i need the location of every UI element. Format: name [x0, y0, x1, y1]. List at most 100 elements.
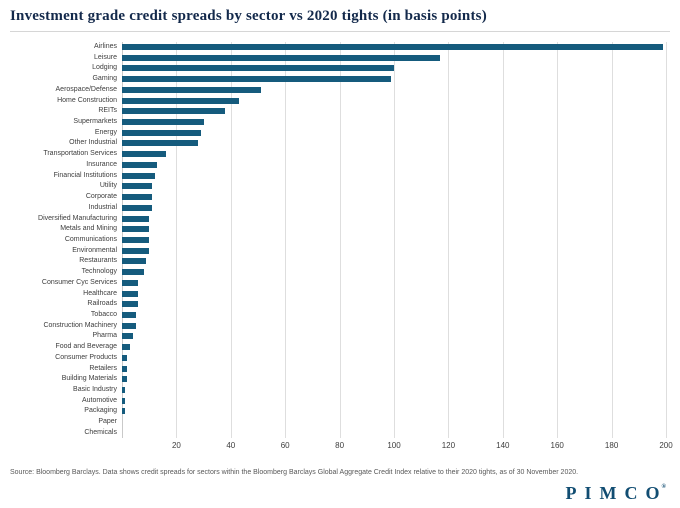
bar — [122, 183, 152, 190]
bar-track — [122, 408, 666, 415]
bar — [122, 344, 131, 351]
sector-label: Airlines — [94, 43, 117, 50]
gridline — [666, 42, 667, 438]
sector-label: Environmental — [72, 246, 117, 254]
bar-row: Other Industrial — [10, 138, 670, 148]
sector-label: Restaurants — [79, 257, 117, 265]
x-tick-label: 180 — [604, 441, 619, 450]
gridline — [230, 42, 232, 438]
sector-label: Automotive — [81, 396, 117, 404]
sector-label: Supermarkets — [73, 118, 117, 126]
bar-row: Energy — [10, 128, 670, 138]
sector-label: Construction Machinery — [43, 321, 117, 329]
sector-label: REITs — [98, 107, 117, 115]
bar-track — [122, 44, 666, 50]
sector-label: Leisure — [94, 53, 117, 61]
bar — [122, 290, 139, 297]
sector-label: Consumer Cyc Services — [41, 278, 117, 286]
sector-label: Industrial — [88, 203, 117, 211]
bar-track — [122, 279, 666, 286]
bar-track — [122, 301, 666, 308]
bar-row: Gaming — [10, 74, 670, 84]
bar — [122, 397, 125, 404]
gridline — [448, 42, 450, 438]
bar-row: Financial Institutions — [10, 171, 670, 181]
bar — [122, 119, 204, 126]
bar — [122, 247, 150, 254]
chart-title: Investment grade credit spreads by secto… — [10, 8, 487, 24]
bar-row: Basic Industry — [10, 385, 670, 395]
bar — [122, 365, 128, 372]
bar — [122, 354, 128, 361]
gridline — [176, 42, 178, 438]
sector-label: Packaging — [84, 407, 117, 415]
bar-row: Packaging — [10, 406, 670, 416]
gridline — [285, 42, 287, 438]
bar-track — [122, 65, 666, 72]
sector-label: Paper — [98, 418, 117, 426]
gridline — [394, 42, 395, 438]
bar-row: Chemicals — [10, 428, 670, 438]
registered-mark: ® — [661, 484, 666, 490]
sector-label: Consumer Products — [55, 353, 117, 361]
pimco-logo-text: PIMCO — [565, 483, 668, 503]
bar-track — [122, 419, 666, 425]
bar — [122, 129, 201, 136]
bar — [122, 65, 394, 72]
sector-label: Other Industrial — [69, 139, 117, 147]
sector-label: Healthcare — [83, 289, 117, 297]
bar — [122, 44, 664, 50]
sector-label: Food and Beverage — [55, 343, 118, 351]
bar — [122, 215, 150, 222]
x-tick-label: 200 — [659, 441, 673, 450]
bar — [122, 269, 144, 276]
bar-row: Food and Beverage — [10, 342, 670, 352]
x-axis: 20 40 60 80 100 120 140 160 180 200 — [122, 438, 673, 452]
bar-row: Environmental — [10, 246, 670, 256]
bar-row: Airlines — [10, 42, 670, 52]
bar-row: Paper — [10, 417, 670, 427]
bar-row: Supermarkets — [10, 117, 670, 127]
bar-row: Home Construction — [10, 96, 670, 106]
plot-rows: Airlines Leisure Lodging Gaming Aerospace/De… — [10, 42, 670, 438]
bar — [122, 76, 392, 83]
gridline — [339, 42, 341, 438]
sector-label: Tobacco — [90, 310, 117, 318]
bar — [122, 408, 125, 415]
bar-row: Restaurants — [10, 256, 670, 266]
x-tick-label: 20 — [171, 441, 181, 450]
bar-row: Communications — [10, 235, 670, 245]
bar-track — [122, 322, 666, 329]
sector-label: Energy — [94, 128, 117, 136]
bar-track — [122, 430, 666, 436]
x-tick-label: 160 — [550, 441, 564, 450]
sector-label: Diversified Manufacturing — [38, 214, 117, 222]
bar-chart: Airlines Leisure Lodging Gaming Aerospace/De… — [10, 42, 673, 454]
sector-label: Lodging — [92, 64, 117, 72]
bar — [122, 376, 128, 383]
gridline — [611, 42, 613, 438]
x-tick-label: 40 — [226, 441, 236, 450]
bar-track — [122, 97, 666, 104]
bar-track — [122, 236, 666, 243]
sector-label: Railroads — [87, 300, 117, 308]
bar — [122, 236, 150, 243]
bar-track — [122, 204, 666, 211]
bar-track — [122, 215, 666, 222]
bar — [122, 258, 147, 265]
bar — [122, 172, 155, 179]
x-tick-label: 140 — [496, 441, 510, 450]
bar-row: Transportation Services — [10, 149, 670, 159]
bar-track — [122, 290, 666, 297]
bar-row: Insurance — [10, 160, 670, 170]
bar — [122, 226, 150, 233]
bar-track — [122, 151, 666, 158]
bar — [122, 301, 139, 308]
sector-label: Metals and Mining — [60, 225, 117, 233]
bar — [122, 97, 239, 104]
pimco-logo: PIMCO® — [566, 484, 666, 502]
sector-label: Corporate — [85, 193, 117, 201]
bar-row: Technology — [10, 267, 670, 277]
bar — [122, 108, 226, 115]
x-tick-label: 120 — [441, 441, 456, 450]
